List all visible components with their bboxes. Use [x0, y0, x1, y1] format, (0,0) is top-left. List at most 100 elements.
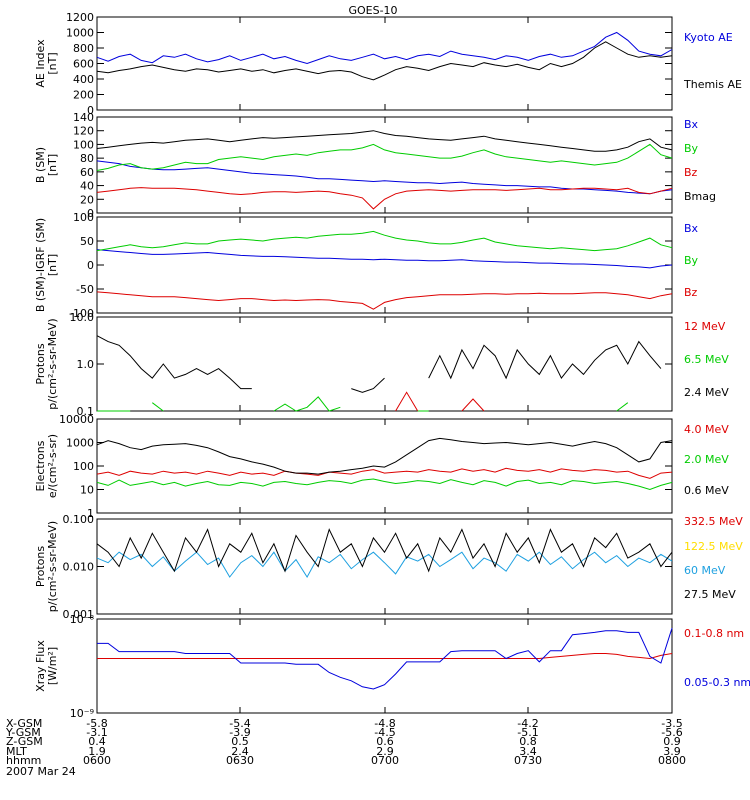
- x-row-value: -4.8: [374, 717, 395, 730]
- x-row-value: 2.9: [376, 745, 394, 758]
- legend-entry: Bx: [684, 118, 699, 131]
- y-axis-label: e/(cm²-s-sr): [46, 434, 59, 498]
- x-row-value: -5.1: [517, 726, 538, 739]
- y-tick-label: 0: [87, 259, 94, 272]
- legend-entry: Bmag: [684, 190, 716, 203]
- y-axis-label: Protons: [34, 343, 47, 384]
- y-tick-label: -100: [69, 307, 94, 320]
- legend-entry: By: [684, 142, 699, 155]
- y-tick-label: -50: [76, 283, 94, 296]
- x-row-label: Y-GSM: [5, 726, 41, 739]
- legend-entry: 332.5 MeV: [684, 515, 743, 528]
- y-axis-label: [W/m²]: [46, 647, 59, 685]
- x-row-label: hhmm: [6, 754, 41, 767]
- y-axis-label: [nT]: [46, 154, 59, 176]
- y-axis-label: Electrons: [34, 440, 47, 491]
- panel-1: 0 200 400 600 800 1000 1200 AE Index [nT] Kyoto A…: [34, 11, 742, 117]
- panel-6-frame: [96, 518, 673, 615]
- date-label: 2007 Mar 24: [6, 765, 76, 778]
- y-tick-label: 0.001: [63, 608, 95, 621]
- series-line-12-mev: [396, 392, 507, 411]
- x-row-value: 3.9: [663, 745, 681, 758]
- x-row-value: 3.4: [519, 745, 537, 758]
- series-line-kyoto-ae: [96, 31, 673, 65]
- legend-entry: 27.5 MeV: [684, 588, 736, 601]
- y-axis-label: p/(cm²-s-sr-MeV): [46, 318, 59, 409]
- series-line-60-mev: [96, 551, 673, 578]
- panel-7: 10⁻⁹ 10⁻⁸ Xray Flux [W/m²] 0.1-0.8 nm 0.05-0.…: [34, 613, 750, 720]
- legend-entry: 12 MeV: [684, 320, 726, 333]
- legend-entry: By: [684, 254, 699, 267]
- y-tick-label: 100: [73, 138, 94, 151]
- series-line-0-6-mev: [96, 437, 673, 475]
- y-axis-label: B (SM): [34, 147, 47, 183]
- panel-3-frame: [96, 216, 673, 314]
- legend-entry: 0.1-0.8 nm: [684, 627, 744, 640]
- legend-entry: 60 MeV: [684, 564, 726, 577]
- x-row-value: -5.4: [229, 717, 250, 730]
- series-line-bx: [96, 249, 673, 269]
- x-row-value: -3.9: [229, 726, 250, 739]
- legend-entry: 0.05-0.3 nm: [684, 676, 750, 689]
- y-tick-label: 1200: [66, 11, 94, 24]
- x-row-value: -3.1: [86, 726, 107, 739]
- y-tick-label: 10.0: [70, 311, 95, 324]
- x-row-value: 0600: [83, 754, 111, 767]
- y-tick-label: 80: [80, 152, 94, 165]
- y-tick-label: 10⁻⁹: [70, 707, 94, 720]
- legend-entry: 2.0 MeV: [684, 453, 729, 466]
- x-row-value: -4.5: [374, 726, 395, 739]
- legend-entry: Bx: [684, 222, 699, 235]
- legend-entry: Themis AE: [683, 78, 742, 91]
- y-tick-label: 1.0: [77, 358, 95, 371]
- x-row-label: Z-GSM: [6, 735, 43, 748]
- y-tick-label: 40: [80, 180, 94, 193]
- y-tick-label: 200: [73, 89, 94, 102]
- legend-entry: 0.6 MeV: [684, 484, 729, 497]
- x-axis-table: X-GSM -5.8 -5.4 -4.8 -4.2 -3.5 Y-GSM -3.1 -3.9 -4…: [5, 717, 686, 767]
- x-row-value: 0630: [226, 754, 254, 767]
- legend-entry: Bz: [684, 166, 698, 179]
- y-tick-label: 800: [73, 42, 94, 55]
- x-row-value: 2.4: [231, 745, 249, 758]
- y-tick-label: 1: [87, 507, 94, 520]
- series-line-2-0-mev: [96, 478, 673, 491]
- series-line-bz: [96, 291, 673, 310]
- series-line-themis-ae: [96, 41, 673, 81]
- series-line-0-05-0-3-nm: [97, 627, 673, 690]
- panel-1-frame: [96, 16, 673, 111]
- series-line-4-0-mev: [96, 467, 673, 479]
- y-tick-label: 0.010: [63, 561, 95, 574]
- y-tick-label: 10: [80, 484, 94, 497]
- x-row-value: 1.9: [88, 745, 106, 758]
- y-tick-label: 100: [73, 211, 94, 224]
- x-row-value: 0700: [371, 754, 399, 767]
- y-tick-label: 20: [80, 193, 94, 206]
- x-row-label: X-GSM: [6, 717, 42, 730]
- series-line-by: [96, 143, 673, 171]
- y-tick-label: 140: [73, 111, 94, 124]
- legend-entry: 4.0 MeV: [684, 423, 729, 436]
- x-row-value: -4.2: [517, 717, 538, 730]
- series-line-0-1-0-8-nm: [97, 653, 673, 660]
- y-tick-label: 0.100: [63, 513, 95, 526]
- x-row-value: 0.6: [376, 735, 394, 748]
- x-row-value: 0.8: [519, 735, 537, 748]
- y-axis-label: AE Index: [34, 39, 47, 88]
- x-row-value: 0800: [658, 754, 686, 767]
- y-axis-label: Xray Flux: [34, 640, 47, 692]
- series-line-bmag: [96, 130, 673, 152]
- y-axis-label: B (SM)-IGRF (SM): [34, 218, 47, 312]
- series-line-bz: [96, 187, 673, 210]
- x-row-value: -5.8: [86, 717, 107, 730]
- legend-entry: 122.5 MeV: [684, 540, 743, 553]
- panel-4: 0.1 1.0 10.0 Protons p/(cm²-s-sr-MeV) 12 MeV 6…: [34, 311, 729, 418]
- y-axis-label: [nT]: [46, 254, 59, 276]
- y-tick-label: 0: [87, 207, 94, 220]
- panel-2-frame: [96, 116, 673, 214]
- panel-3: -100 -50 0 50 100 B (SM)-IGRF (SM) [nT] Bx By Bz: [34, 211, 699, 320]
- legend-entry: Kyoto AE: [684, 31, 733, 44]
- x-row-value: 0.4: [88, 735, 106, 748]
- x-row-value: -3.5: [661, 717, 682, 730]
